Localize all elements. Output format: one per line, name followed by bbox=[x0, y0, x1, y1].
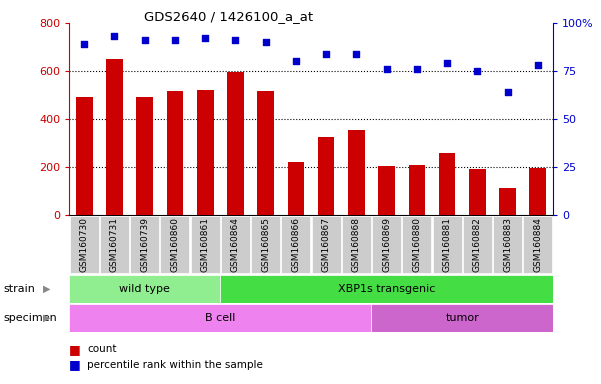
Point bbox=[442, 60, 452, 66]
Bar bbox=[463, 216, 492, 273]
Text: GSM160880: GSM160880 bbox=[412, 217, 421, 272]
Text: GSM160864: GSM160864 bbox=[231, 217, 240, 272]
Bar bbox=[221, 216, 250, 273]
Point bbox=[533, 62, 543, 68]
Text: wild type: wild type bbox=[119, 284, 170, 294]
Bar bbox=[70, 216, 99, 273]
Text: ▶: ▶ bbox=[43, 313, 50, 323]
Bar bbox=[409, 165, 425, 215]
Bar bbox=[312, 216, 341, 273]
Text: ■: ■ bbox=[69, 358, 81, 371]
Text: tumor: tumor bbox=[445, 313, 479, 323]
Bar bbox=[402, 216, 432, 273]
Bar bbox=[493, 216, 522, 273]
Bar bbox=[499, 188, 516, 215]
Point bbox=[261, 39, 270, 45]
Text: GDS2640 / 1426100_a_at: GDS2640 / 1426100_a_at bbox=[144, 10, 313, 23]
Text: GSM160881: GSM160881 bbox=[442, 217, 451, 272]
Bar bbox=[281, 216, 310, 273]
Bar bbox=[221, 275, 553, 303]
Text: ▶: ▶ bbox=[43, 284, 50, 294]
Point bbox=[382, 66, 391, 72]
Text: GSM160882: GSM160882 bbox=[473, 217, 482, 272]
Bar bbox=[136, 97, 153, 215]
Text: GSM160869: GSM160869 bbox=[382, 217, 391, 272]
Point bbox=[109, 33, 119, 40]
Text: strain: strain bbox=[3, 284, 35, 294]
Bar bbox=[523, 216, 552, 273]
Bar bbox=[191, 216, 220, 273]
Bar bbox=[227, 71, 244, 215]
Point bbox=[503, 89, 513, 95]
Text: ■: ■ bbox=[69, 343, 81, 356]
Text: XBP1s transgenic: XBP1s transgenic bbox=[338, 284, 435, 294]
Point bbox=[200, 35, 210, 41]
Bar bbox=[197, 90, 213, 215]
Point bbox=[412, 66, 422, 72]
Bar bbox=[100, 216, 129, 273]
Text: GSM160865: GSM160865 bbox=[261, 217, 270, 272]
Bar bbox=[469, 169, 486, 215]
Bar bbox=[439, 153, 456, 215]
Text: GSM160883: GSM160883 bbox=[503, 217, 512, 272]
Point bbox=[170, 37, 180, 43]
Bar bbox=[69, 275, 221, 303]
Bar bbox=[160, 216, 189, 273]
Bar bbox=[529, 168, 546, 215]
Text: GSM160884: GSM160884 bbox=[533, 217, 542, 272]
Text: GSM160866: GSM160866 bbox=[291, 217, 300, 272]
Text: GSM160861: GSM160861 bbox=[201, 217, 210, 272]
Text: specimen: specimen bbox=[3, 313, 56, 323]
Text: GSM160739: GSM160739 bbox=[140, 217, 149, 272]
Bar bbox=[348, 130, 365, 215]
Text: percentile rank within the sample: percentile rank within the sample bbox=[87, 360, 263, 370]
Bar bbox=[130, 216, 159, 273]
Point bbox=[79, 41, 89, 47]
Point bbox=[472, 68, 482, 74]
Text: count: count bbox=[87, 344, 117, 354]
Bar bbox=[288, 162, 304, 215]
Point bbox=[352, 51, 361, 57]
Bar bbox=[257, 91, 274, 215]
Bar bbox=[251, 216, 280, 273]
Text: GSM160730: GSM160730 bbox=[80, 217, 89, 272]
Text: GSM160867: GSM160867 bbox=[322, 217, 331, 272]
Bar bbox=[372, 216, 401, 273]
Bar bbox=[69, 304, 371, 332]
Bar bbox=[378, 166, 395, 215]
Bar bbox=[342, 216, 371, 273]
Bar bbox=[371, 304, 553, 332]
Point bbox=[140, 37, 150, 43]
Point bbox=[322, 51, 331, 57]
Text: GSM160860: GSM160860 bbox=[171, 217, 180, 272]
Point bbox=[291, 58, 300, 65]
Bar bbox=[433, 216, 462, 273]
Bar bbox=[166, 91, 183, 215]
Bar bbox=[76, 98, 93, 215]
Bar bbox=[106, 59, 123, 215]
Text: GSM160868: GSM160868 bbox=[352, 217, 361, 272]
Bar bbox=[318, 137, 334, 215]
Point bbox=[231, 37, 240, 43]
Text: B cell: B cell bbox=[205, 313, 236, 323]
Text: GSM160731: GSM160731 bbox=[110, 217, 119, 272]
